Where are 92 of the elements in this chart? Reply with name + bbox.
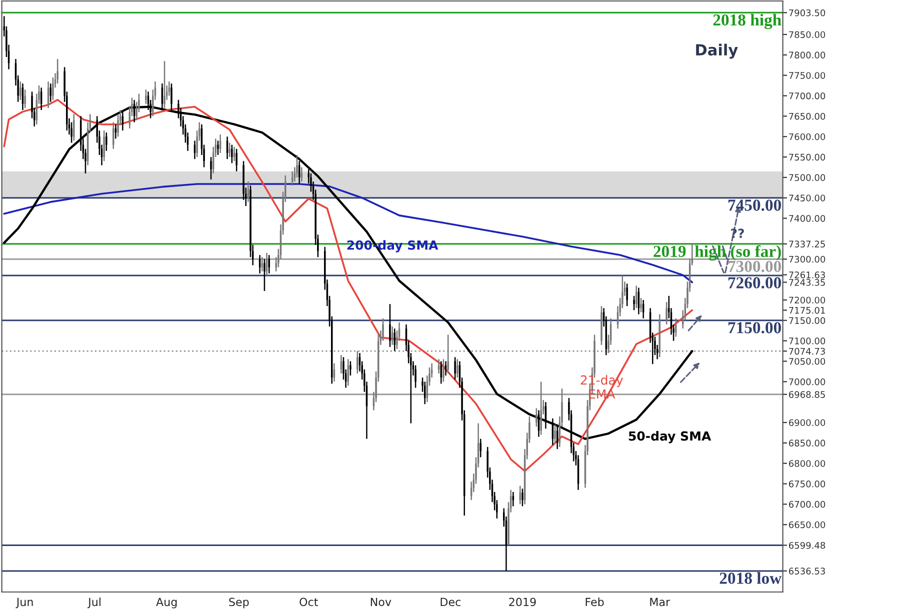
y-tick-label: 6650.00	[788, 521, 826, 528]
y-tick-label: 7800.00	[789, 52, 826, 58]
y-tick-label: 7337.25	[789, 240, 825, 248]
line-series	[3, 183, 694, 284]
y-tick-label: 6700.00	[788, 500, 826, 508]
text: Daily	[696, 44, 738, 59]
candlestick	[442, 358, 444, 382]
x-tick-label: Dec	[440, 598, 460, 606]
y-tick-label: 7243.35	[789, 278, 825, 286]
x-tick-label: Aug	[156, 598, 177, 608]
x-tick-label: Mar	[650, 598, 670, 606]
candlestick	[145, 89, 147, 105]
candlestick	[658, 314, 660, 358]
y-tick-label: 7000.00	[789, 378, 826, 386]
y-tick-label: 7700.00	[789, 92, 826, 100]
candlestick	[536, 408, 538, 428]
candlestick	[456, 358, 458, 378]
candlestick	[414, 364, 416, 388]
candlestick	[210, 156, 212, 180]
y-tick-label: 6850.00	[788, 440, 826, 446]
x-tick-label: Oct	[300, 598, 318, 606]
candlestick	[106, 132, 108, 152]
candlestick	[261, 256, 264, 272]
candlestick	[600, 305, 602, 346]
candlestick	[666, 301, 668, 326]
y-tick-label: 6800.00	[788, 460, 826, 467]
y-tick-label: 7300.00	[789, 256, 826, 263]
candlestick	[52, 76, 54, 100]
y-tick-label: 7650.00	[789, 112, 826, 120]
ref-line-label: 7150.00	[728, 322, 781, 334]
candlestick	[640, 297, 642, 313]
y-tick-label: 6599.48	[788, 542, 826, 549]
candlestick	[356, 350, 358, 374]
candlestick	[264, 258, 266, 292]
candlestick	[228, 142, 230, 158]
candlestick	[103, 130, 105, 162]
candlestick	[268, 254, 270, 274]
x-tick-label: Feb	[586, 598, 604, 606]
candlestick	[56, 58, 58, 84]
ref-line-label: 7450.00	[728, 200, 781, 211]
candlestick	[296, 154, 298, 178]
y-tick-label: 7903.50	[789, 9, 826, 16]
ref-line-label: 7300.00	[728, 260, 781, 272]
y-tick-label: 7450.00	[789, 194, 826, 202]
y-tick-label: 7400.00	[789, 215, 826, 222]
candlestick	[447, 334, 449, 374]
ref-line-label: 7260.00	[728, 277, 781, 288]
y-tick-label: 7750.00	[789, 72, 826, 79]
candlestick	[440, 360, 442, 384]
candlestick	[50, 82, 52, 103]
x-tick-label: Jul	[87, 598, 100, 608]
x-tick-label: Nov	[370, 598, 392, 606]
candlestick	[231, 144, 233, 164]
ref-line-label: 2018 high	[713, 14, 782, 30]
y-tick-label: 7175.01	[789, 306, 825, 314]
candlestick	[20, 80, 22, 100]
candlestick	[626, 283, 628, 307]
y-tick-label: 7050.00	[789, 358, 826, 365]
candlestick	[217, 140, 219, 156]
candlestick	[350, 360, 352, 376]
candlestick	[522, 488, 524, 507]
ref-line-label: 2018 low	[720, 572, 782, 584]
y-tick-label: 7100.00	[789, 338, 826, 344]
candlestick	[633, 295, 635, 311]
annotation: 50-day SMA	[628, 431, 712, 444]
candlestick	[164, 60, 166, 109]
y-tick-label: 7074.73	[789, 348, 825, 355]
y-tick-label: 6750.00	[788, 480, 826, 488]
candlestick	[24, 89, 26, 109]
candlestick	[454, 356, 456, 380]
x-tick-label: Sep	[229, 598, 249, 608]
y-tick-label: 6900.00	[788, 419, 826, 426]
candlestick	[236, 148, 238, 172]
candlestick	[554, 424, 556, 444]
y-tick-label: 6536.53	[788, 568, 825, 575]
candlestick	[540, 381, 542, 436]
ref-line-label: 2019 high (so far)	[654, 245, 781, 261]
x-tick-label: Jun	[16, 598, 33, 608]
annotation: ??	[731, 228, 744, 238]
y-tick-label: 7150.00	[789, 317, 826, 324]
y-tick-label: 7200.00	[789, 296, 826, 304]
candlestick	[382, 318, 384, 342]
candlestick	[389, 303, 391, 348]
y-tick-label: 7500.00	[789, 174, 826, 181]
candlestick	[117, 114, 119, 138]
candlestick	[70, 122, 72, 144]
y-tick-label: 7550.00	[789, 154, 826, 161]
y-tick-label: 7261.63	[789, 272, 825, 278]
y-tick-label: 7600.00	[789, 133, 826, 140]
y-tick-label: 6968.85	[788, 391, 825, 398]
x-tick-label: 2019	[509, 598, 536, 606]
y-tick-label: 7850.00	[789, 31, 826, 38]
